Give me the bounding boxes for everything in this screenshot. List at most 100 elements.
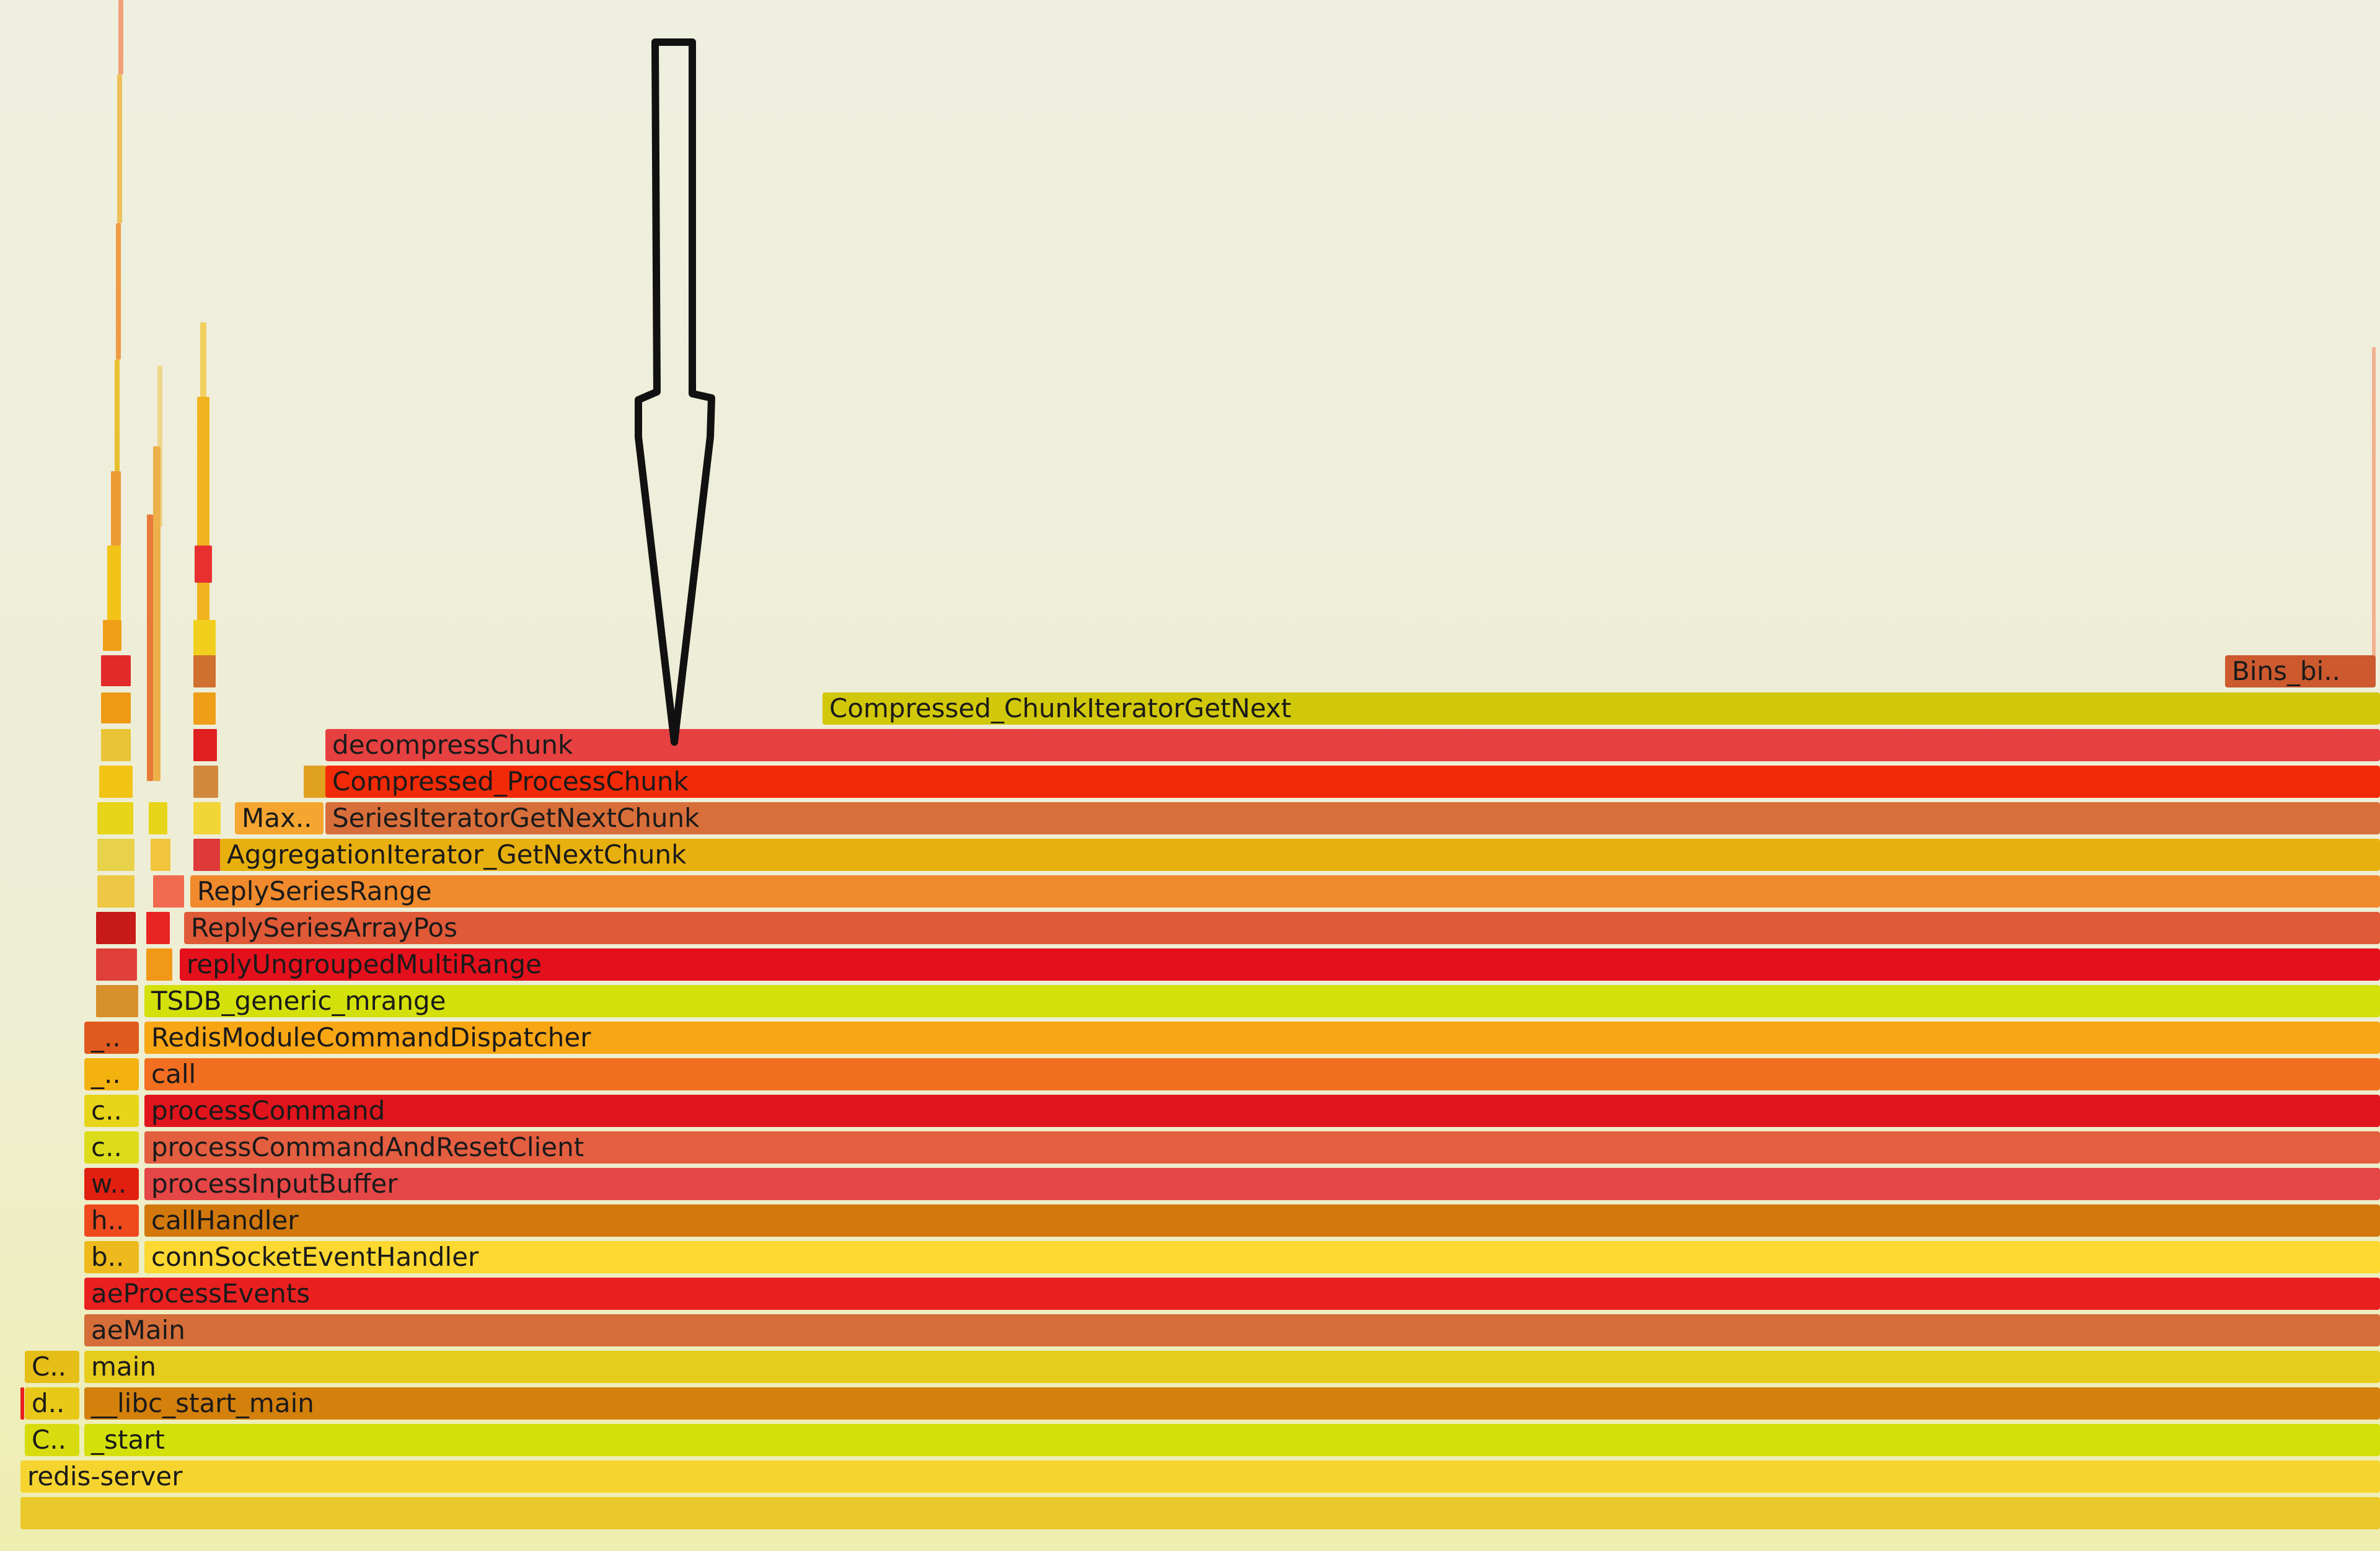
stack-spike[interactable]	[101, 692, 131, 723]
frame-label: main	[91, 1351, 156, 1382]
frame-compressed-chunk-iterator-get-next[interactable]: Compressed_ChunkIteratorGetNext	[822, 692, 2380, 725]
stack-spike[interactable]	[195, 546, 212, 583]
frame-call[interactable]: call	[144, 1058, 2380, 1090]
stack-spike[interactable]	[96, 948, 137, 981]
frame-label: RedisModuleCommandDispatcher	[151, 1022, 591, 1053]
frame-reply-ungrouped-multi-range[interactable]: replyUngroupedMultiRange	[180, 948, 2380, 981]
frame-max[interactable]: Max..	[235, 802, 324, 834]
frame-label: __libc_start_main	[91, 1388, 314, 1418]
frame-label: processCommand	[151, 1095, 386, 1126]
stack-spike[interactable]	[193, 766, 218, 798]
frame-label: callHandler	[151, 1205, 299, 1235]
stack-spike[interactable]	[153, 875, 184, 908]
frame-label: _..	[91, 1022, 121, 1053]
stack-spike[interactable]	[149, 802, 167, 834]
stack-spike[interactable]	[117, 74, 122, 223]
frame-truncated[interactable]: w..	[84, 1168, 139, 1200]
frame-truncated[interactable]: b..	[84, 1241, 139, 1273]
stack-spike[interactable]	[193, 655, 216, 687]
frame-truncated[interactable]: C..	[25, 1424, 79, 1456]
stack-spike[interactable]	[115, 360, 120, 471]
stack-spike[interactable]	[193, 692, 216, 725]
frame-compressed-process-chunk[interactable]: Compressed_ProcessChunk	[325, 766, 2380, 798]
stack-spike[interactable]	[101, 729, 131, 761]
stack-spike[interactable]	[107, 546, 121, 620]
frame-bins[interactable]: Bins_bi..	[2225, 655, 2376, 687]
frame-label: c..	[91, 1095, 122, 1126]
stack-spike[interactable]	[193, 729, 217, 761]
stack-spike[interactable]	[146, 948, 172, 981]
stack-spike[interactable]	[103, 620, 121, 651]
frame-process-command[interactable]: processCommand	[144, 1095, 2380, 1127]
frame-label: w..	[91, 1169, 127, 1199]
frame-series-iterator-get-next-chunk[interactable]: SeriesIteratorGetNextChunk	[325, 802, 2380, 834]
frame-label: AggregationIterator_GetNextChunk	[227, 839, 687, 870]
frame-start[interactable]: _start	[84, 1424, 2380, 1456]
stack-spike[interactable]	[151, 839, 170, 871]
frame-label: ReplySeriesRange	[197, 876, 432, 906]
frame-process-command-and-reset-client[interactable]: processCommandAndResetClient	[144, 1131, 2380, 1164]
frame-label: redis-server	[27, 1461, 183, 1491]
frame-conn-socket-event-handler[interactable]: connSocketEventHandler	[144, 1241, 2380, 1273]
stack-spike[interactable]	[99, 766, 133, 798]
frame-truncated[interactable]: C..	[25, 1351, 79, 1383]
frame-label: connSocketEventHandler	[151, 1242, 479, 1272]
frame-root[interactable]	[20, 1497, 2380, 1529]
stack-spike[interactable]	[96, 912, 136, 944]
stack-spike[interactable]	[147, 515, 153, 781]
frame-label: aeProcessEvents	[91, 1278, 311, 1309]
stack-spike[interactable]	[304, 766, 326, 798]
frame-call-handler[interactable]: callHandler	[144, 1204, 2380, 1237]
frame-decompress-chunk[interactable]: decompressChunk	[325, 729, 2380, 761]
frame-truncated[interactable]: _..	[84, 1058, 139, 1090]
stack-spike[interactable]	[118, 0, 123, 74]
frame-label: decompressChunk	[332, 730, 573, 760]
stack-spike[interactable]	[193, 802, 221, 834]
stack-spike[interactable]	[96, 985, 138, 1017]
frame-truncated[interactable]: c..	[84, 1131, 139, 1164]
frame-label: c..	[91, 1132, 122, 1162]
frame-redis-module-command-dispatcher[interactable]: RedisModuleCommandDispatcher	[144, 1022, 2380, 1054]
stack-spike[interactable]	[193, 620, 216, 657]
stack-spike[interactable]	[97, 839, 134, 871]
frame-truncated[interactable]: d..	[25, 1387, 79, 1420]
stack-spike[interactable]	[101, 655, 131, 686]
frame-truncated[interactable]: _..	[84, 1022, 139, 1054]
frame-redis-server[interactable]: redis-server	[20, 1460, 2380, 1493]
stack-spike[interactable]	[2372, 347, 2376, 657]
frame-label: d..	[32, 1388, 65, 1418]
frame-truncated[interactable]: c..	[84, 1095, 139, 1127]
stack-spike[interactable]	[20, 1387, 24, 1420]
frame-truncated[interactable]: h..	[84, 1204, 139, 1237]
stack-spike[interactable]	[116, 223, 121, 360]
frame-label: aeMain	[91, 1315, 185, 1345]
stack-spike[interactable]	[153, 446, 161, 781]
frame-label: _..	[91, 1059, 121, 1089]
stack-spike[interactable]	[111, 471, 121, 546]
frame-label: Compressed_ProcessChunk	[332, 766, 689, 797]
frame-label: processCommandAndResetClient	[151, 1132, 584, 1162]
stack-spike[interactable]	[200, 322, 206, 397]
frame-reply-series-range[interactable]: ReplySeriesRange	[190, 875, 2380, 908]
frame-label: _start	[91, 1425, 165, 1455]
frame-aggregation-iterator-get-next-chunk[interactable]: AggregationIterator_GetNextChunk	[220, 839, 2380, 871]
frame-reply-series-array-pos[interactable]: ReplySeriesArrayPos	[184, 912, 2380, 944]
frame-label: h..	[91, 1205, 125, 1235]
frame-ae-process-events[interactable]: aeProcessEvents	[84, 1278, 2380, 1310]
stack-spike[interactable]	[193, 839, 221, 871]
frame-ae-main[interactable]: aeMain	[84, 1314, 2380, 1346]
frame-label: replyUngroupedMultiRange	[187, 949, 542, 979]
stack-spike[interactable]	[197, 397, 209, 657]
frame-tsdb-generic-mrange[interactable]: TSDB_generic_mrange	[144, 985, 2380, 1017]
stack-spike[interactable]	[97, 802, 133, 834]
frame-label: C..	[32, 1425, 67, 1455]
frame-main[interactable]: main	[84, 1351, 2380, 1383]
frame-label: Max..	[242, 803, 312, 833]
stack-spike[interactable]	[146, 912, 170, 944]
frame-process-input-buffer[interactable]: processInputBuffer	[144, 1168, 2380, 1200]
stack-spike[interactable]	[97, 875, 134, 908]
frame-label: ReplySeriesArrayPos	[191, 912, 458, 943]
frame-libc-start-main[interactable]: __libc_start_main	[84, 1387, 2380, 1420]
frame-label: TSDB_generic_mrange	[151, 986, 446, 1016]
